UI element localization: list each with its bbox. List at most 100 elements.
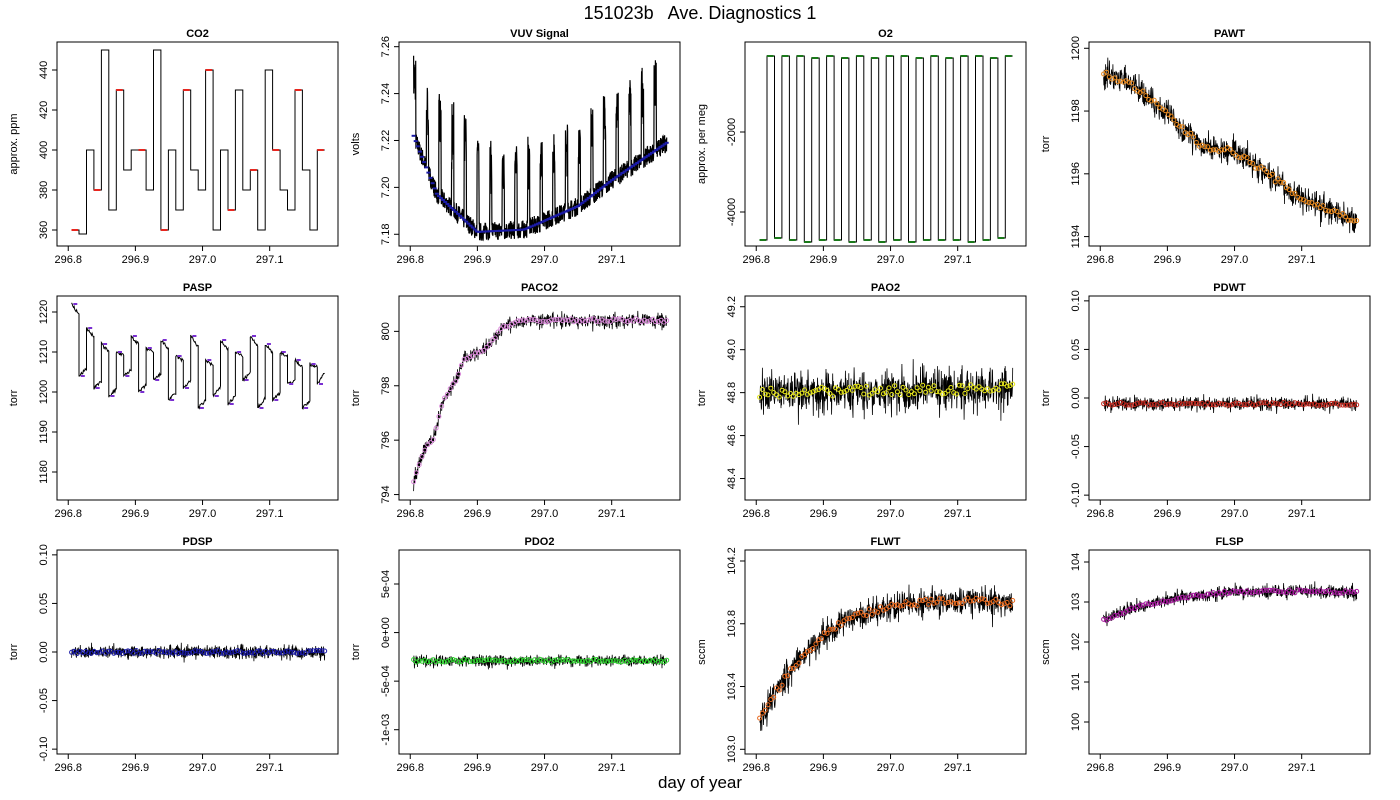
y-tick-label: -1e-03 xyxy=(380,714,392,746)
data-point xyxy=(999,602,1004,608)
data-point xyxy=(956,600,962,606)
data-point xyxy=(218,650,224,656)
data-point xyxy=(1241,402,1247,408)
data-point xyxy=(1314,589,1320,595)
data-point xyxy=(577,319,583,325)
data-point xyxy=(917,388,923,394)
data-point xyxy=(322,648,328,654)
data-series xyxy=(759,55,1013,243)
data-point xyxy=(1261,587,1267,593)
x-tick-label: 296.8 xyxy=(1086,254,1114,266)
data-point xyxy=(1151,97,1157,103)
data-point xyxy=(1250,160,1256,166)
data-point xyxy=(1328,590,1334,596)
data-point xyxy=(131,650,136,656)
data-point xyxy=(630,657,636,663)
data-point xyxy=(1343,214,1348,220)
data-point xyxy=(537,319,543,325)
x-tick-label: 296.8 xyxy=(396,762,424,774)
data-point xyxy=(1154,600,1160,606)
data-point xyxy=(1129,402,1135,408)
data-point xyxy=(987,388,993,394)
y-tick-label: 1194 xyxy=(1070,225,1082,249)
data-point xyxy=(1351,401,1357,407)
data-point xyxy=(1010,381,1016,387)
data-point xyxy=(909,602,914,608)
data-point xyxy=(911,391,917,397)
x-axis: 296.8 296.9 297.0 297.1 xyxy=(396,753,625,774)
plot-frame xyxy=(744,41,1027,247)
data-point xyxy=(1222,401,1227,407)
data-point xyxy=(1112,75,1118,81)
data-point xyxy=(1118,610,1123,616)
data-point xyxy=(1143,400,1149,406)
y-tick-label: -0.05 xyxy=(1070,434,1082,459)
data-point xyxy=(596,658,602,664)
data-point xyxy=(450,657,456,662)
data-point xyxy=(467,354,473,360)
data-point xyxy=(285,648,291,654)
x-tick-label: 297.1 xyxy=(944,762,972,774)
data-point xyxy=(1255,589,1261,595)
chart-title: FLSP xyxy=(1215,536,1243,548)
data-point xyxy=(872,608,878,614)
data-point xyxy=(111,650,117,656)
data-point xyxy=(923,596,929,602)
data-point xyxy=(894,389,900,395)
data-point xyxy=(1193,592,1199,598)
data-point xyxy=(551,317,557,323)
data-point xyxy=(1269,171,1275,177)
data-point xyxy=(294,650,300,656)
data-point xyxy=(1216,400,1222,406)
data-point xyxy=(1331,589,1337,595)
data-point xyxy=(557,658,563,664)
data-point xyxy=(1303,401,1309,407)
data-point xyxy=(1168,401,1174,407)
x-tick-label: 297.1 xyxy=(598,508,626,520)
data-point xyxy=(610,316,616,322)
data-point xyxy=(1275,589,1281,594)
data-point xyxy=(461,657,467,662)
y-tick-label: 7.24 xyxy=(380,83,392,104)
chart-title: PACO2 xyxy=(521,282,558,294)
data-point xyxy=(226,650,232,656)
data-point xyxy=(591,656,597,662)
data-point xyxy=(1196,593,1202,599)
y-axis-label: torr xyxy=(350,389,362,406)
data-point xyxy=(523,657,529,663)
data-point xyxy=(492,335,498,341)
data-point xyxy=(1337,590,1343,596)
data-point xyxy=(433,659,439,665)
data-point xyxy=(1230,150,1236,156)
data-point xyxy=(1264,587,1270,593)
data-point xyxy=(1123,608,1129,614)
data-point xyxy=(1334,401,1340,407)
data-point xyxy=(489,657,495,663)
data-point xyxy=(1224,402,1230,408)
y-axis-label: sccm xyxy=(696,639,708,665)
data-point xyxy=(1295,400,1301,406)
data-point xyxy=(962,390,968,396)
data-point xyxy=(838,622,844,628)
data-point xyxy=(1348,588,1354,594)
x-axis: 296.8 296.9 297.0 297.1 xyxy=(54,245,283,266)
data-point xyxy=(302,650,308,656)
x-axis: 296.8 296.9 297.0 297.1 xyxy=(742,245,971,266)
data-point xyxy=(518,657,523,663)
data-point xyxy=(1143,601,1149,607)
data-point xyxy=(495,329,501,335)
x-tick-label: 296.8 xyxy=(1086,762,1114,774)
data-point xyxy=(852,383,858,389)
data-point xyxy=(1250,590,1256,596)
data-point xyxy=(1165,401,1171,407)
data-point xyxy=(221,650,226,656)
y-axis-label: torr xyxy=(1040,389,1052,406)
data-point xyxy=(627,658,633,664)
x-tick-label: 296.9 xyxy=(1154,762,1182,774)
data-point xyxy=(1171,117,1177,123)
data-point xyxy=(1109,615,1115,621)
data-point xyxy=(1137,602,1143,608)
data-point xyxy=(439,659,445,665)
data-point xyxy=(1001,381,1007,387)
data-point xyxy=(1179,124,1185,130)
